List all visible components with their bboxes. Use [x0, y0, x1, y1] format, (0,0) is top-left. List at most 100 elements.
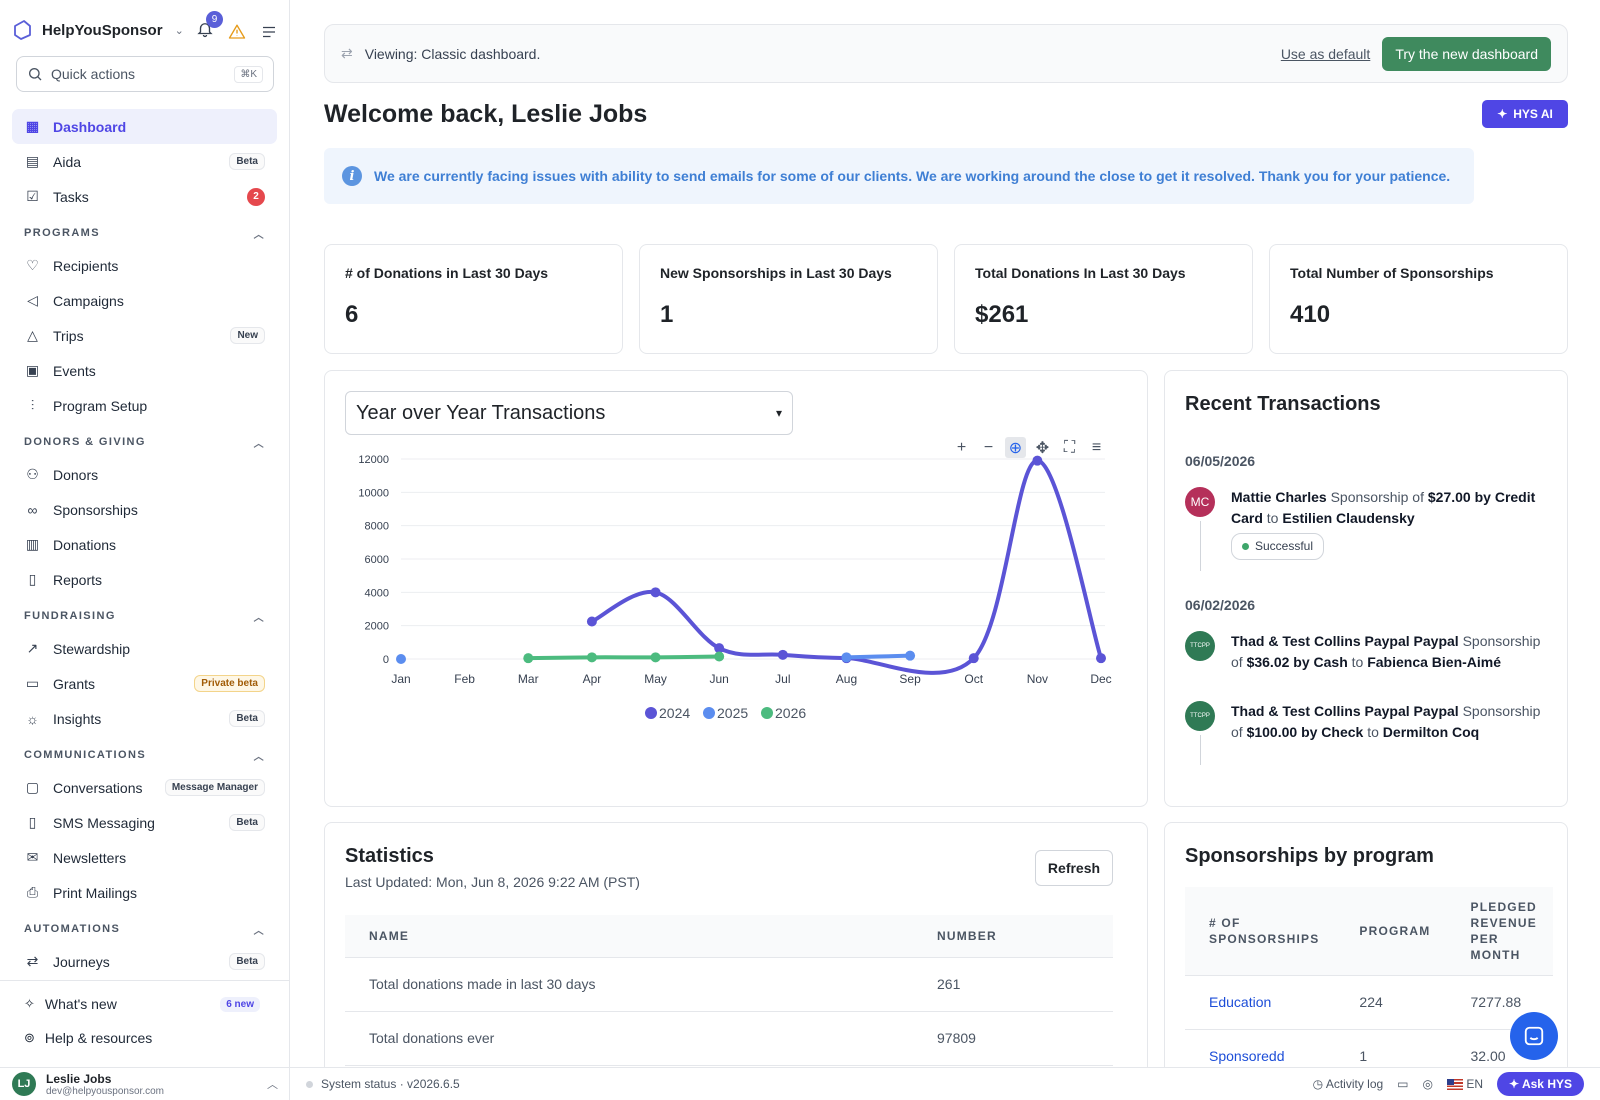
column-header: PLEDGED REVENUE PER MONTH — [1446, 887, 1553, 976]
notifications-button[interactable]: 9 — [196, 11, 223, 43]
transaction-item[interactable]: MC Mattie Charles Sponsorship of $27.00 … — [1185, 487, 1555, 571]
transaction-item[interactable]: TTCPP Thad & Test Collins Paypal Paypal … — [1185, 701, 1555, 765]
sidebar-item-newsletters[interactable]: ✉ Newsletters — [12, 840, 277, 875]
nav-section-title: DONORS & GIVING — [24, 436, 146, 448]
stat-card-label: New Sponsorships in Last 30 Days — [660, 265, 892, 281]
system-status-link[interactable]: System status · v2026.6.5 — [321, 1077, 460, 1091]
sidebar-item-sms-messaging[interactable]: ▯ SMS Messaging Beta — [12, 805, 277, 840]
nav-section-header[interactable]: COMMUNICATIONS ︿ — [12, 740, 277, 770]
transaction-amount: $100.00 by Check — [1246, 724, 1364, 740]
sidebar-item-stewardship[interactable]: ↗ Stewardship — [12, 631, 277, 666]
sidebar-item-trips[interactable]: △ Trips New — [12, 318, 277, 353]
monitor-icon[interactable]: ▭ — [1397, 1077, 1409, 1091]
use-as-default-link[interactable]: Use as default — [1280, 45, 1371, 62]
sidebar-item-aida[interactable]: ▤ Aida Beta — [12, 144, 277, 179]
transaction-date: 06/05/2026 — [1185, 453, 1256, 469]
donors-icon: ⚇ — [26, 466, 39, 482]
x-tick-label: Nov — [1027, 672, 1048, 686]
table-row: Total donations ever 97809 — [345, 1011, 1113, 1066]
stat-card-value: 410 — [1290, 301, 1331, 328]
chart-menu-icon[interactable]: ≡ — [1091, 438, 1102, 456]
theme-icon[interactable]: ◎ — [1422, 1077, 1433, 1091]
sidebar-item-donors[interactable]: ⚇ Donors — [12, 457, 277, 492]
quick-actions-search[interactable]: Quick actions ⌘K — [16, 56, 274, 92]
program-link[interactable]: Education — [1185, 975, 1336, 1030]
sidebar-item-sponsorships[interactable]: ∞ Sponsorships — [12, 492, 277, 527]
x-tick-label: Dec — [1090, 672, 1111, 686]
status-label: Successful — [1255, 539, 1314, 553]
refresh-button[interactable]: Refresh — [1035, 850, 1113, 886]
data-point-2024 — [714, 643, 725, 654]
sidebar-item-conversations[interactable]: ▢ Conversations Message Manager — [12, 770, 277, 805]
data-point-2024 — [1032, 455, 1043, 466]
data-point-2026 — [586, 652, 597, 663]
chart-toolbar: + − ⊕ ✥ ⛶ ≡ — [951, 437, 1107, 458]
sidebar-item-grants[interactable]: ▭ Grants Private beta — [12, 666, 277, 701]
nav-section-header[interactable]: FUNDRAISING ︿ — [12, 601, 277, 631]
logo-icon — [14, 20, 31, 40]
sidebar-item-label: Conversations — [53, 779, 143, 796]
stat-card: Total Donations In Last 30 Days $261 — [954, 244, 1253, 354]
y-tick-label: 2000 — [365, 621, 389, 633]
sidebar-item-label: Donations — [53, 536, 117, 553]
nav-section-header[interactable]: AUTOMATIONS ︿ — [12, 914, 277, 944]
zoom-in-icon[interactable]: + — [956, 438, 967, 456]
reports-icon: ▯ — [28, 571, 37, 587]
chat-launcher-button[interactable] — [1510, 1012, 1558, 1060]
sidebar-item-donations[interactable]: ▥ Donations — [12, 527, 277, 562]
print-mailings-icon: ⎙ — [26, 884, 39, 900]
info-alert: i We are currently facing issues with ab… — [324, 148, 1474, 204]
whats-new-link[interactable]: ✧ What's new 6 new — [0, 987, 290, 1021]
sidebar-item-label: Program Setup — [53, 397, 148, 414]
chart-panel: Year over Year Transactions ▾ + − ⊕ ✥ ⛶ … — [324, 370, 1148, 807]
selection-zoom-icon[interactable]: ⊕ — [1005, 437, 1026, 458]
avatar: LJ — [12, 1072, 36, 1096]
chart-type-select[interactable]: Year over Year Transactions ▾ — [345, 391, 793, 435]
events-icon: ▣ — [25, 362, 40, 378]
zoom-out-icon[interactable]: − — [983, 438, 994, 456]
nav-section-header[interactable]: PROGRAMS ︿ — [12, 218, 277, 248]
sidebar-item-label: Print Mailings — [53, 884, 138, 901]
activity-log-link[interactable]: ◷ Activity log — [1313, 1077, 1384, 1091]
help-resources-link[interactable]: ⊚ Help & resources — [0, 1021, 290, 1055]
transaction-to: to — [1351, 654, 1364, 670]
grants-icon: ▭ — [25, 675, 40, 691]
shortcut-hint: ⌘K — [234, 65, 263, 83]
sidebar-item-insights[interactable]: ☼ Insights Beta — [12, 701, 277, 736]
x-tick-label: May — [644, 672, 667, 686]
transaction-item[interactable]: TTCPP Thad & Test Collins Paypal Paypal … — [1185, 631, 1555, 673]
sidebar-item-campaigns[interactable]: ◁ Campaigns — [12, 283, 277, 318]
sidebar-item-recipients[interactable]: ♡ Recipients — [12, 248, 277, 283]
reset-zoom-icon[interactable]: ⛶ — [1063, 438, 1076, 456]
sidebar-item-print-mailings[interactable]: ⎙ Print Mailings — [12, 875, 277, 910]
sponsorships-icon: ∞ — [27, 501, 38, 518]
user-menu[interactable]: LJ Leslie Jobs dev@helpyousponsor.com ︿ — [0, 1067, 290, 1100]
y-tick-label: 6000 — [365, 554, 389, 566]
hys-ai-button[interactable]: ✦ HYS AI — [1482, 100, 1568, 128]
pan-icon[interactable]: ✥ — [1035, 439, 1050, 457]
activity-log-label: Activity log — [1325, 1077, 1384, 1091]
ask-hys-button[interactable]: ✦ Ask HYS — [1497, 1072, 1584, 1096]
sidebar-item-program-setup[interactable]: ⫶ Program Setup — [12, 388, 277, 423]
transaction-to: to — [1367, 724, 1379, 740]
data-point-2024 — [777, 649, 788, 660]
stat-card-value: $261 — [975, 301, 1029, 328]
menu-icon[interactable] — [260, 23, 278, 41]
try-new-dashboard-button[interactable]: Try the new dashboard — [1382, 36, 1551, 71]
sidebar-item-label: Journeys — [53, 953, 110, 970]
recipient-name: Estilien Claudensky — [1282, 510, 1415, 526]
brand-switcher[interactable]: HelpYouSponsor ⌄ — [10, 18, 184, 42]
nav-section-title: FUNDRAISING — [24, 610, 116, 622]
sidebar-item-journeys[interactable]: ⇄ Journeys Beta — [12, 944, 277, 979]
sponsorships-by-program-title: Sponsorships by program — [1185, 845, 1434, 867]
y-tick-label: 4000 — [365, 587, 389, 599]
warning-icon[interactable] — [228, 23, 246, 41]
sidebar-item-label: Sponsorships — [53, 501, 138, 518]
language-selector[interactable]: EN — [1447, 1077, 1483, 1091]
sidebar-item-reports[interactable]: ▯ Reports — [12, 562, 277, 597]
sidebar-item-tasks[interactable]: ☑ Tasks 2 — [12, 179, 277, 214]
chevron-down-icon: ▾ — [775, 406, 782, 420]
sidebar-item-dashboard[interactable]: ▦ Dashboard — [12, 109, 277, 144]
sidebar-item-events[interactable]: ▣ Events — [12, 353, 277, 388]
nav-section-header[interactable]: DONORS & GIVING ︿ — [12, 427, 277, 457]
